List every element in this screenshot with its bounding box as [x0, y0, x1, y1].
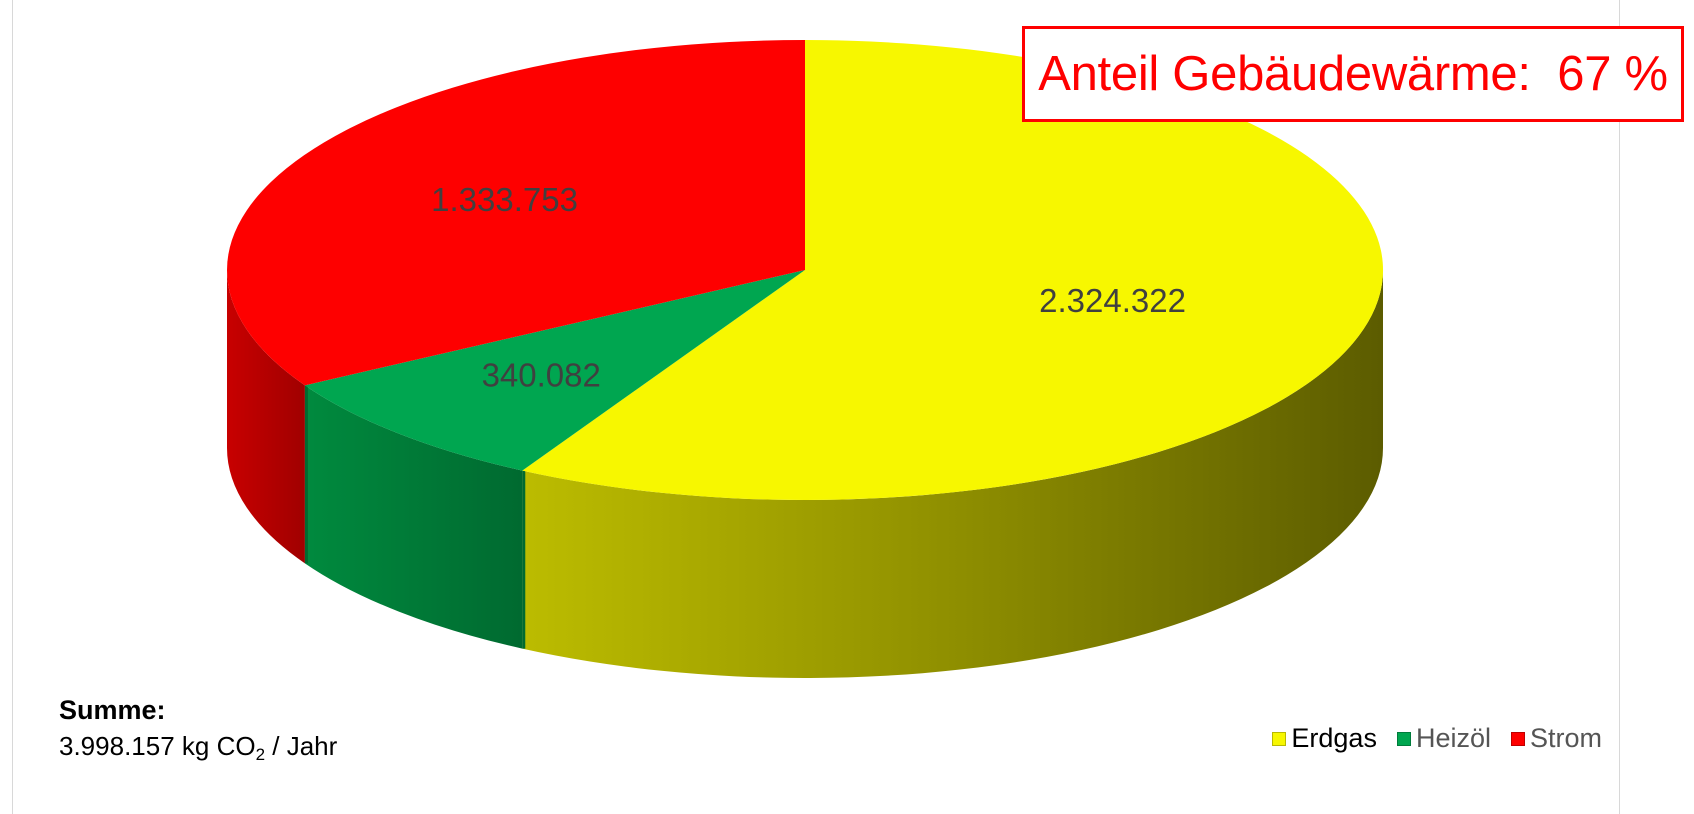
legend-swatch-heizöl	[1396, 731, 1411, 746]
legend-item-erdgas: Erdgas	[1272, 723, 1377, 754]
legend-item-strom: Strom	[1510, 723, 1602, 754]
pie-side-erdgas	[522, 270, 1383, 678]
summary-line: 3.998.157 kg CO2 / Jahr	[59, 728, 337, 773]
legend-label-erdgas: Erdgas	[1291, 723, 1377, 753]
summary-value: 3.998.157 kg CO	[59, 731, 256, 761]
data-label-erdgas: 2.324.322	[1039, 282, 1186, 319]
pie-seam	[522, 470, 526, 649]
callout-text: Anteil Gebäudewärme: 67 %	[1038, 47, 1668, 101]
legend-label-strom: Strom	[1529, 723, 1602, 753]
pie-slice-erdgas	[522, 40, 1384, 500]
pie-seam	[304, 385, 308, 564]
legend-swatch-erdgas	[1272, 731, 1287, 746]
chart-frame	[12, 0, 1620, 814]
legend: Erdgas Heizöl Strom	[1252, 723, 1602, 754]
pie-slice-strom	[227, 40, 806, 386]
summary-unit: / Jahr	[265, 731, 338, 761]
pie-slice-heizöl	[304, 270, 805, 471]
legend-label-heizöl: Heizöl	[1415, 723, 1491, 753]
pie-side-strom	[227, 270, 305, 564]
callout-box: Anteil Gebäudewärme: 67 %	[1022, 26, 1684, 122]
pie-side-heizöl	[304, 385, 523, 649]
summary-block: Summe: 3.998.157 kg CO2 / Jahr	[59, 692, 337, 773]
summary-title: Summe:	[59, 695, 166, 725]
legend-item-heizöl: Heizöl	[1396, 723, 1491, 754]
data-label-strom: 1.333.753	[431, 181, 578, 218]
pie-sides	[227, 270, 1383, 678]
pie-labels: 2.324.322 340.082 1.333.753	[431, 181, 1186, 393]
legend-swatch-strom	[1510, 731, 1525, 746]
data-label-heizöl: 340.082	[482, 356, 601, 393]
summary-subscript: 2	[255, 745, 266, 764]
pie-tops	[227, 40, 1384, 500]
